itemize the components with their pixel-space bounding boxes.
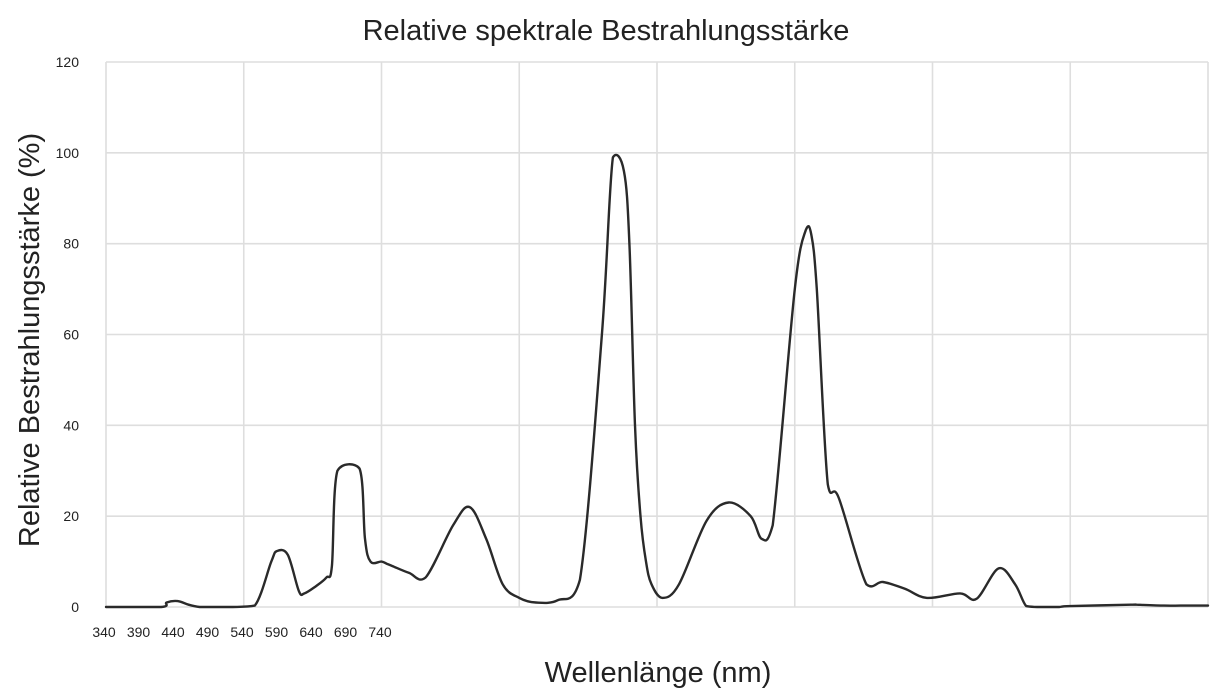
x-axis-label: Wellenlänge (nm) [545, 657, 772, 689]
y-axis-ticks: 0 20 40 60 80 100 120 [56, 54, 80, 615]
y-axis-label: Relative Bestrahlungsstärke (%) [14, 133, 46, 547]
y-tick-label: 60 [63, 327, 79, 343]
y-tick-label: 120 [56, 54, 80, 70]
x-tick-label: 340 [92, 624, 116, 640]
y-tick-label: 80 [63, 236, 79, 252]
x-tick-label: 640 [299, 624, 323, 640]
grid [105, 61, 1209, 608]
x-tick-label: 440 [161, 624, 185, 640]
x-tick-label: 540 [230, 624, 254, 640]
x-tick-label: 490 [196, 624, 220, 640]
x-axis-ticks: 340 390 440 490 540 590 640 690 740 [92, 624, 392, 640]
y-tick-label: 0 [71, 599, 79, 615]
y-tick-label: 40 [63, 417, 79, 433]
x-tick-label: 590 [265, 624, 289, 640]
y-tick-label: 20 [63, 508, 79, 524]
series-line [104, 153, 1210, 609]
chart-title: Relative spektrale Bestrahlungsstärke [363, 15, 850, 47]
x-tick-label: 740 [368, 624, 392, 640]
x-tick-label: 390 [127, 624, 151, 640]
y-tick-label: 100 [56, 145, 80, 161]
x-tick-label: 690 [334, 624, 358, 640]
